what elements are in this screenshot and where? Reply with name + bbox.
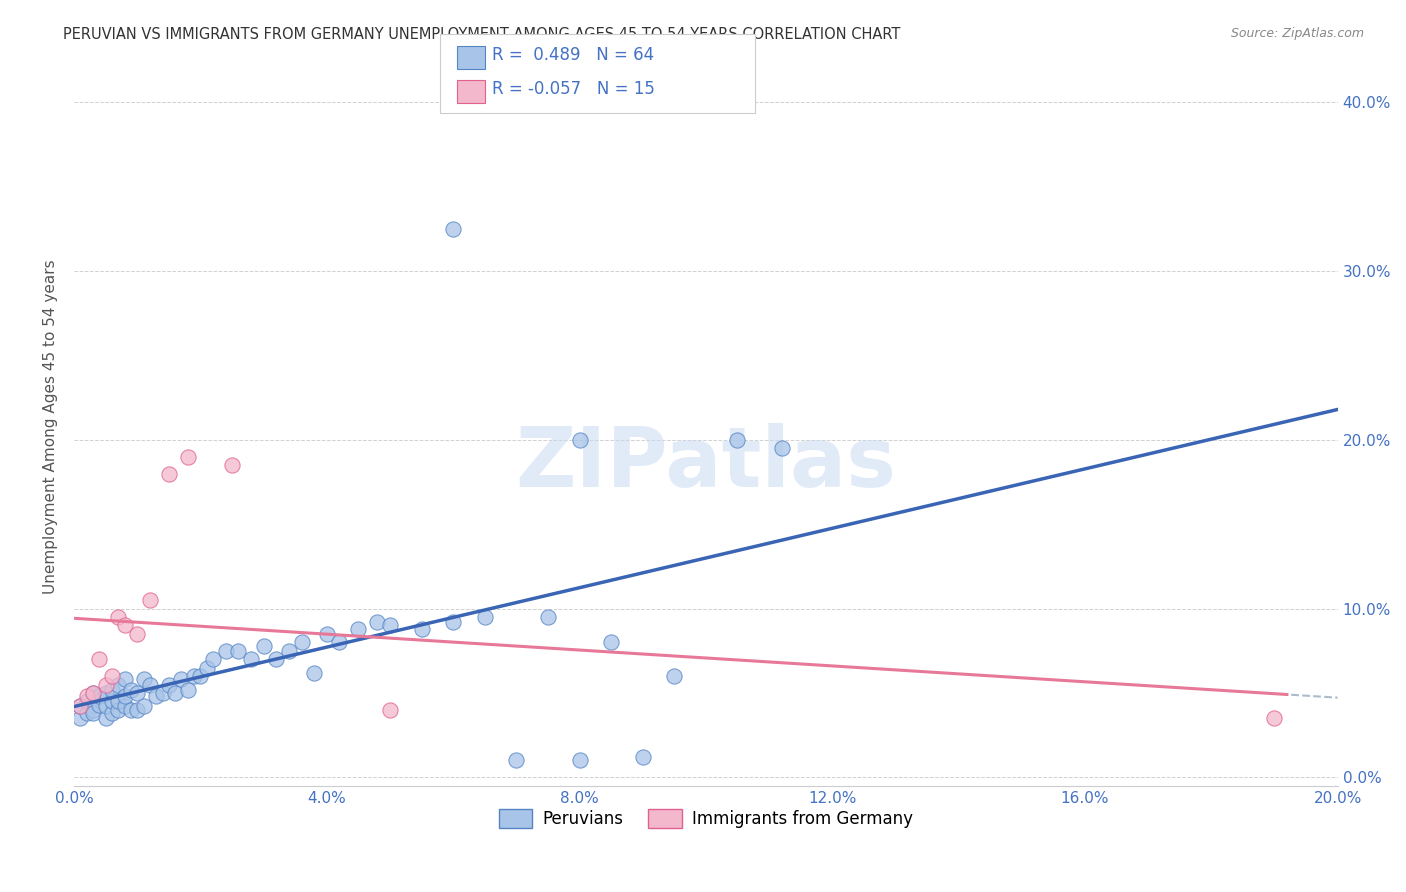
Point <box>170 673 193 687</box>
Point <box>69 699 91 714</box>
Point <box>302 665 325 680</box>
Point <box>101 694 124 708</box>
Point <box>177 682 200 697</box>
Point <box>600 635 623 649</box>
Text: PERUVIAN VS IMMIGRANTS FROM GERMANY UNEMPLOYMENT AMONG AGES 45 TO 54 YEARS CORRE: PERUVIAN VS IMMIGRANTS FROM GERMANY UNEM… <box>63 27 901 42</box>
Point <box>127 686 149 700</box>
Point <box>568 754 591 768</box>
Point <box>82 703 104 717</box>
Point <box>277 644 299 658</box>
Point <box>114 690 136 704</box>
Legend: Peruvians, Immigrants from Germany: Peruvians, Immigrants from Germany <box>492 802 920 835</box>
Text: R =  0.489   N = 64: R = 0.489 N = 64 <box>492 46 654 64</box>
Point <box>315 627 337 641</box>
Point <box>537 610 560 624</box>
Point <box>145 690 167 704</box>
Point <box>127 627 149 641</box>
Point <box>101 682 124 697</box>
Point <box>101 706 124 721</box>
Point <box>411 622 433 636</box>
Point <box>89 652 111 666</box>
Point <box>631 750 654 764</box>
Text: Source: ZipAtlas.com: Source: ZipAtlas.com <box>1230 27 1364 40</box>
Point <box>568 433 591 447</box>
Point <box>89 698 111 712</box>
Point <box>177 450 200 464</box>
Point <box>69 699 91 714</box>
Point <box>82 686 104 700</box>
Point <box>114 699 136 714</box>
Point <box>132 673 155 687</box>
Point <box>228 644 250 658</box>
Point <box>139 593 162 607</box>
Point <box>157 467 180 481</box>
Point <box>107 677 129 691</box>
Point <box>94 677 117 691</box>
Point <box>94 699 117 714</box>
Point <box>157 677 180 691</box>
Point <box>441 222 464 236</box>
Point <box>770 442 793 456</box>
Point <box>82 706 104 721</box>
Point <box>152 686 174 700</box>
Point <box>290 635 312 649</box>
Point <box>378 618 401 632</box>
Point <box>69 711 91 725</box>
Point <box>114 673 136 687</box>
Point <box>114 618 136 632</box>
Point <box>264 652 287 666</box>
Point <box>215 644 238 658</box>
Point <box>94 711 117 725</box>
Point <box>76 694 98 708</box>
Point <box>378 703 401 717</box>
Point <box>441 615 464 629</box>
Y-axis label: Unemployment Among Ages 45 to 54 years: Unemployment Among Ages 45 to 54 years <box>44 260 58 594</box>
Point <box>120 703 142 717</box>
Point <box>127 703 149 717</box>
Point <box>89 690 111 704</box>
Point <box>366 615 388 629</box>
Point <box>195 660 218 674</box>
Point <box>107 694 129 708</box>
Point <box>101 669 124 683</box>
Point <box>240 652 263 666</box>
Point <box>252 639 274 653</box>
Point <box>474 610 496 624</box>
Point <box>183 669 205 683</box>
Point <box>727 433 749 447</box>
Point <box>132 699 155 714</box>
Point <box>165 686 187 700</box>
Point <box>139 677 162 691</box>
Point <box>120 682 142 697</box>
Point <box>76 706 98 721</box>
Point <box>328 635 350 649</box>
Point <box>190 669 212 683</box>
Text: R = -0.057   N = 15: R = -0.057 N = 15 <box>492 80 655 98</box>
Point <box>505 754 527 768</box>
Text: ZIPatlas: ZIPatlas <box>516 423 897 503</box>
Point <box>107 610 129 624</box>
Point <box>221 458 243 472</box>
Point <box>82 686 104 700</box>
Point <box>202 652 225 666</box>
Point <box>347 622 370 636</box>
Point <box>94 686 117 700</box>
Point <box>664 669 686 683</box>
Point <box>1263 711 1285 725</box>
Point <box>76 690 98 704</box>
Point <box>107 703 129 717</box>
